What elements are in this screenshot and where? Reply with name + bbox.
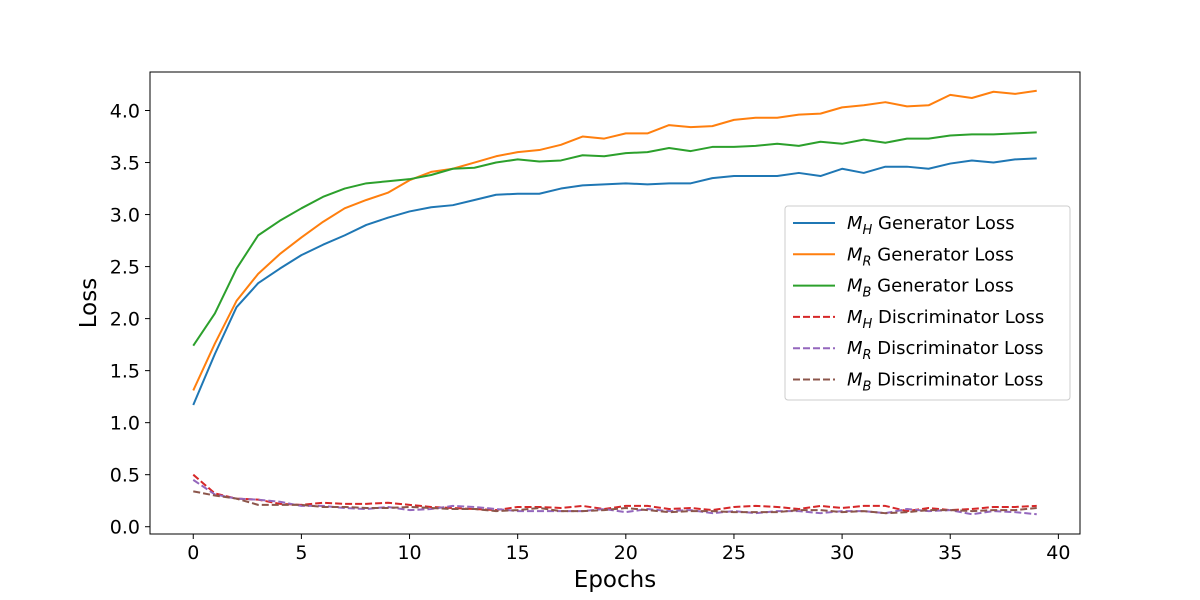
x-axis-label: Epochs (574, 567, 656, 593)
y-tick-label: 0.5 (110, 465, 140, 487)
x-tick-label: 15 (506, 542, 530, 564)
y-tick-label: 2.5 (110, 257, 140, 279)
series-layer (192, 89, 1037, 516)
x-tick-label: 40 (1046, 542, 1070, 564)
y-tick-label: 1.0 (110, 413, 140, 435)
legend-label-1: MH Generator Loss (847, 213, 1015, 238)
x-tick-label: 10 (397, 542, 421, 564)
x-tick-label: 20 (614, 542, 638, 564)
series-line-6 (193, 490, 1037, 515)
y-tick-label: 3.5 (110, 153, 140, 175)
y-tick-label: 3.0 (110, 205, 140, 227)
legend-box (784, 205, 1071, 401)
y-axis-label: Loss (76, 278, 102, 328)
series-line-1 (192, 157, 1037, 406)
legend-label-3: MB Generator Loss (847, 276, 1014, 301)
y-tick-label: 0.0 (110, 517, 140, 539)
ticks-layer: 0 5 10 15 20 25 30 35 40 0.0 0.5 1.0 1.5 2.0 2.5 3.0 3.5… (110, 101, 1071, 565)
x-tick-label: 30 (830, 542, 854, 564)
plot-frame (149, 71, 1081, 535)
legend: MH Generator Loss MR Generator Loss MB Gen… (784, 205, 1071, 401)
series-line-3 (192, 131, 1037, 347)
legend-label-4: MH Discriminator Loss (847, 307, 1044, 332)
legend-label-6: MB Discriminator Loss (847, 370, 1043, 395)
x-tick-label: 35 (938, 542, 962, 564)
x-tick-label: 0 (187, 542, 199, 564)
y-tick-label: 1.5 (110, 361, 140, 383)
legend-label-2: MR Generator Loss (847, 244, 1014, 269)
y-tick-label: 4.0 (110, 101, 140, 123)
y-tick-label: 2.0 (110, 309, 140, 331)
x-tick-label: 25 (722, 542, 746, 564)
x-tick-label: 5 (295, 542, 307, 564)
legend-label-5: MR Discriminator Loss (847, 338, 1043, 363)
series-line-4 (192, 473, 1037, 513)
series-line-2 (192, 89, 1037, 391)
